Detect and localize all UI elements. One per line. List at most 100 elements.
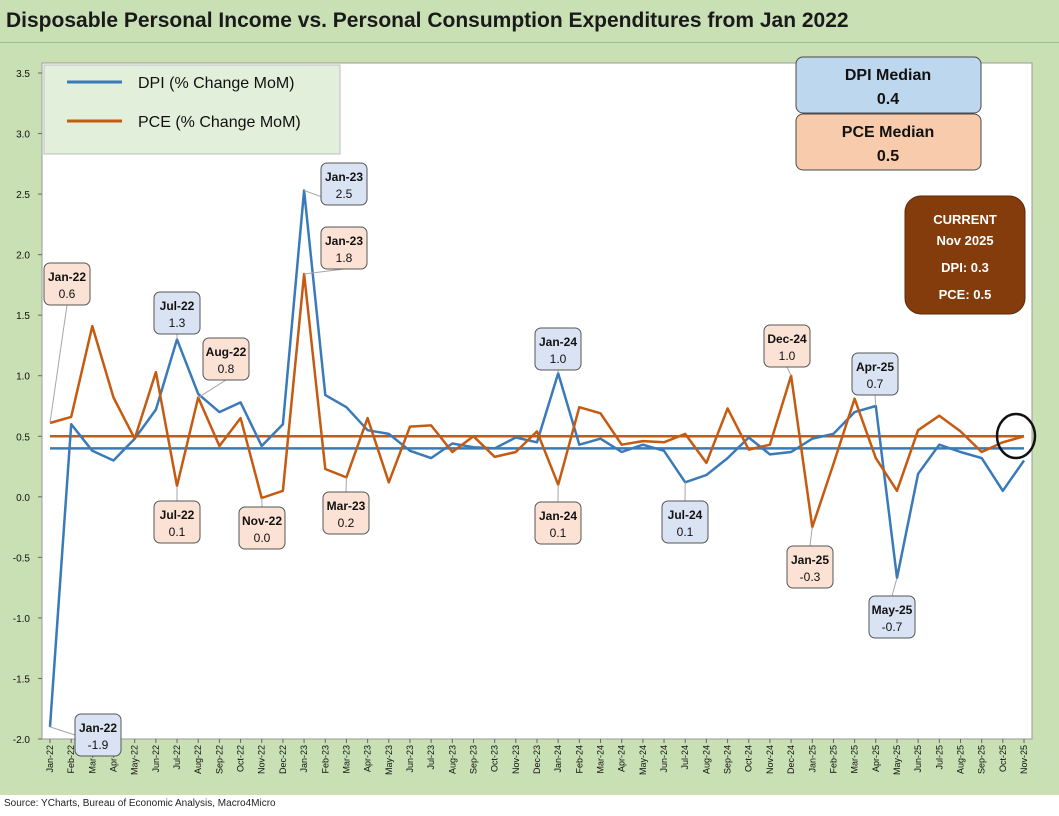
callout-leader <box>49 304 68 424</box>
callout-box <box>661 500 709 544</box>
x-tick-label: Dec-22 <box>278 745 288 774</box>
callout-value: 0.8 <box>218 362 235 376</box>
y-tick-label: -2.0 <box>13 735 31 746</box>
x-tick-label: Feb-23 <box>320 745 330 774</box>
y-tick-label: 2.5 <box>16 190 30 201</box>
x-tick-label: Oct-24 <box>744 745 754 772</box>
callout-month: Nov-22 <box>242 514 282 528</box>
callout-leaders <box>49 189 898 736</box>
callouts: Jan-22 -1.9 Jan-22 0.6 Jul-22 1.3 Aug-22 0.8 Jul… <box>43 162 916 757</box>
callout-box <box>534 327 582 371</box>
callout-value: -0.7 <box>882 620 903 634</box>
x-tick-label: May-24 <box>638 745 648 775</box>
x-tick-label: Nov-22 <box>257 745 267 774</box>
current-rect <box>904 195 1026 315</box>
line-chart: 3.5 3.0 2.5 2.0 1.5 1.0 0.5 0.0 -0.5 -1.0 -1.5 -2.0… <box>13 56 1037 775</box>
x-tick-label: Jul-25 <box>934 745 944 770</box>
median-lines <box>50 435 1024 450</box>
pce-median-value: 0.5 <box>877 148 899 165</box>
x-tick-label: Aug-25 <box>955 745 965 774</box>
pce-median-box: PCE Median 0.5 <box>795 113 982 171</box>
callout-leader <box>786 366 792 376</box>
legend-dpi-label: DPI (% Change MoM) <box>138 75 295 92</box>
callout-dpi-jan-24: Jan-24 1.0 <box>534 327 582 371</box>
callout-value: 1.0 <box>779 349 796 363</box>
callout-month: Jan-24 <box>539 509 577 523</box>
callout-leader <box>891 577 898 597</box>
callout-month: Jan-23 <box>325 234 363 248</box>
x-tick-label: Oct-22 <box>236 745 246 772</box>
callout-dpi-jul-22: Jul-22 1.3 <box>153 291 201 335</box>
pce-median-rect <box>795 113 982 171</box>
callout-value: -0.3 <box>800 570 821 584</box>
x-tick-label: Mar-23 <box>341 745 351 774</box>
callout-box <box>851 352 899 396</box>
x-tick-label: Aug-23 <box>447 745 457 774</box>
callout-box <box>153 500 201 544</box>
callout-value: 0.7 <box>867 377 884 391</box>
pce-series-line <box>49 272 1025 529</box>
callout-value: 1.8 <box>336 251 353 265</box>
x-tick-label: Aug-22 <box>193 745 203 774</box>
callout-month: Jul-22 <box>160 299 195 313</box>
callout-pce-aug-22: Aug-22 0.8 <box>202 337 250 381</box>
callout-value: 1.0 <box>550 352 567 366</box>
callout-box <box>43 262 91 306</box>
x-axis: Jan-22 Feb-22 Mar-22 Apr-22 May-22 Jun-22 Jul-… <box>45 739 1029 775</box>
callout-month: Jan-23 <box>325 170 363 184</box>
y-tick-label: -1.5 <box>13 674 31 685</box>
x-tick-label: Apr-22 <box>109 745 119 772</box>
callout-month: Jan-25 <box>791 553 829 567</box>
title-bar: Disposable Personal Income vs. Personal … <box>0 0 1059 43</box>
x-tick-label: Apr-23 <box>363 745 373 772</box>
x-tick-label: Jun-25 <box>913 745 923 773</box>
callout-box <box>320 226 368 270</box>
callout-month: Jan-24 <box>539 335 577 349</box>
source-note: Source: YCharts, Bureau of Economic Anal… <box>4 798 276 809</box>
callout-dpi-jan-23: Jan-23 2.5 <box>320 162 368 206</box>
x-tick-label: Sep-25 <box>977 745 987 774</box>
callout-pce-nov-22: Nov-22 0.0 <box>238 506 286 550</box>
callout-pce-mar-23: Mar-23 0.2 <box>322 491 370 535</box>
y-tick-label: 1.5 <box>16 311 30 322</box>
callout-box <box>534 501 582 545</box>
y-axis: 3.5 3.0 2.5 2.0 1.5 1.0 0.5 0.0 -0.5 -1.0 -1.5 -2.0 <box>13 69 42 746</box>
callout-value: 1.3 <box>169 316 186 330</box>
x-tick-label: Jan-22 <box>45 745 55 773</box>
x-tick-label: Feb-24 <box>574 745 584 774</box>
callout-leader <box>809 527 813 547</box>
callout-value: 0.2 <box>338 516 355 530</box>
callout-box <box>74 713 122 757</box>
x-tick-label: Nov-24 <box>765 745 775 774</box>
y-tick-label: 0.0 <box>16 493 30 504</box>
series-lines <box>48 189 1026 727</box>
x-tick-label: Jun-24 <box>659 745 669 773</box>
dpi-series-line <box>48 189 1026 727</box>
callout-month: Mar-23 <box>327 499 366 513</box>
callout-value: 2.5 <box>336 187 353 201</box>
callout-pce-jan-23: Jan-23 1.8 <box>320 226 368 270</box>
y-tick-label: -1.0 <box>13 614 31 625</box>
x-tick-label: Mar-22 <box>87 745 97 774</box>
x-tick-label: Dec-23 <box>532 745 542 774</box>
x-tick-label: Feb-25 <box>828 745 838 774</box>
x-tick-label: Jul-24 <box>680 745 690 770</box>
x-tick-label: May-25 <box>892 745 902 775</box>
legend: DPI (% Change MoM) PCE (% Change MoM) <box>43 64 341 155</box>
dpi-median-rect <box>795 56 982 114</box>
callout-month: Apr-25 <box>856 360 894 374</box>
callout-pce-jul-22: Jul-22 0.1 <box>153 500 201 544</box>
callout-pce-jan-24: Jan-24 0.1 <box>534 501 582 545</box>
latest-point-highlight <box>995 412 1037 460</box>
callout-leader <box>49 726 76 736</box>
x-tick-label: Nov-23 <box>511 745 521 774</box>
callout-box <box>238 506 286 550</box>
y-tick-label: 2.0 <box>16 251 30 262</box>
callout-dpi-apr-25: Apr-25 0.7 <box>851 352 899 396</box>
y-tick-label: 1.0 <box>16 372 30 383</box>
callout-month: Jul-22 <box>160 508 195 522</box>
chart-title: Disposable Personal Income vs. Personal … <box>6 9 849 32</box>
x-tick-label: May-23 <box>384 745 394 775</box>
dpi-median-box: DPI Median 0.4 <box>795 56 982 114</box>
dpi-median-label: DPI Median <box>845 67 931 84</box>
